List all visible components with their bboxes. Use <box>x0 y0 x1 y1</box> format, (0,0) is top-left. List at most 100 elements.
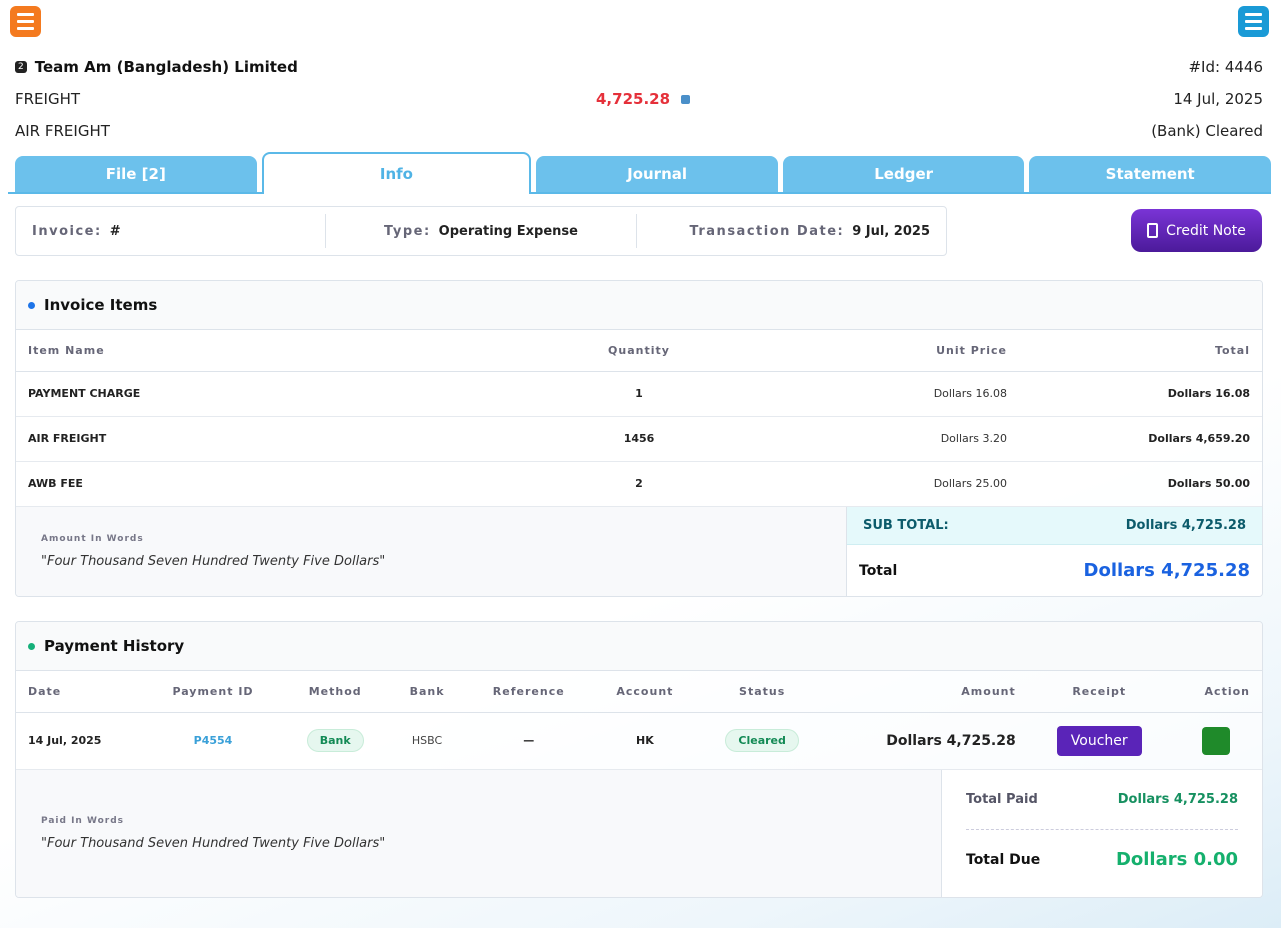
cell <box>1170 712 1262 770</box>
status-pill: Bank <box>306 729 364 752</box>
credit-note-button[interactable]: Credit Note <box>1131 209 1262 252</box>
cell: 1 <box>539 371 739 417</box>
invoice-card: Invoice Items Item Name Quantity Unit Pric… <box>15 280 1263 597</box>
column-header: Action <box>1170 671 1262 713</box>
label: Type: <box>384 223 431 239</box>
subtotal-row: SUB TOTAL: Dollars 4,725.28 <box>847 506 1262 545</box>
amount-text: 4,725.28 <box>596 90 671 108</box>
paid-row: Total Paid Dollars 4,725.28 <box>966 770 1238 830</box>
cell: Dollars 4,725.28 <box>826 712 1028 770</box>
value: Dollars 4,725.28 <box>1125 517 1246 533</box>
value: Operating Expense <box>438 223 578 239</box>
label: Total Due <box>966 851 1041 868</box>
label: Invoice: <box>32 223 102 239</box>
cell: HK <box>591 712 699 770</box>
tabs: File [2] Info Journal Ledger Statement <box>8 152 1271 194</box>
cell: HSBC <box>388 712 466 770</box>
paid-box: Total Paid Dollars 4,725.28 Total Due Doll… <box>941 769 1262 897</box>
title-text: Payment History <box>44 637 185 655</box>
dot <box>28 642 35 650</box>
date: 14 Jul, 2025 <box>1173 90 1263 108</box>
cell: Dollars 25.00 <box>739 461 1019 507</box>
cell: Dollars 3.20 <box>739 416 1019 462</box>
cell: — <box>465 712 592 770</box>
column-header: Bank <box>388 671 466 713</box>
cell: Bank <box>282 712 389 770</box>
words: Amount In Words "Four Thousand Seven Hund… <box>16 507 846 597</box>
dot <box>28 301 35 309</box>
cell: 2 <box>539 461 739 507</box>
tab[interactable]: Statement <box>1029 156 1271 192</box>
value: Dollars 0.00 <box>1115 849 1238 870</box>
items-body: PAYMENT CHARGE 1 Dollars 16.08 Dollars 16.0… <box>16 371 1262 507</box>
label: Transaction Date: <box>689 223 845 239</box>
edit-button[interactable] <box>1202 726 1231 755</box>
button-text: Credit Note <box>1166 222 1246 239</box>
voucher-button[interactable]: Voucher <box>1056 725 1142 756</box>
summary-item: Invoice: # <box>16 214 327 248</box>
menu-icon[interactable] <box>1238 6 1269 37</box>
label: Paid In Words <box>41 815 125 826</box>
cell: Cleared <box>698 712 827 770</box>
cell: Dollars 16.08 <box>1019 371 1262 417</box>
column-header: Total <box>1019 330 1262 372</box>
cell: AIR FREIGHT <box>16 416 539 462</box>
totals: Paid In Words "Four Thousand Seven Hundre… <box>16 769 1262 898</box>
status-pill: Cleared <box>725 729 799 752</box>
cell: Dollars 16.08 <box>739 371 1019 417</box>
item-row: AIR FREIGHT 1456 Dollars 3.20 Dollars 4,659… <box>16 416 1262 462</box>
summary-item: Type: Operating Expense <box>326 214 637 248</box>
total-row: Total Dollars 4,725.28 <box>847 545 1262 597</box>
payments-table: Date Payment ID Method Bank Reference Account… <box>16 671 1262 770</box>
column-header: Item Name <box>16 330 539 372</box>
totals: Amount In Words "Four Thousand Seven Hund… <box>16 506 1262 597</box>
amount: 4,725.28 <box>596 90 691 108</box>
cell: AWB FEE <box>16 461 539 507</box>
subcategory: AIR FREIGHT <box>15 122 110 140</box>
value: 9 Jul, 2025 <box>852 223 930 239</box>
items-table: Item Name Quantity Unit Price Total PAYMENT … <box>16 330 1262 507</box>
calc-icon[interactable] <box>681 95 691 104</box>
menu-icon[interactable] <box>10 6 41 37</box>
column-header: Status <box>698 671 827 713</box>
value: # <box>109 223 121 239</box>
value: Dollars 4,725.28 <box>1117 791 1238 807</box>
tab[interactable]: File [2] <box>15 156 257 192</box>
words: Paid In Words "Four Thousand Seven Hundre… <box>16 770 941 898</box>
tab[interactable]: Journal <box>536 156 778 192</box>
header-row: Date Payment ID Method Bank Reference Account… <box>16 671 1262 713</box>
words-text: "Four Thousand Seven Hundred Twenty Five… <box>41 835 386 851</box>
column-header: Amount <box>826 671 1028 713</box>
column-header: Receipt <box>1027 671 1171 713</box>
cell: Dollars 50.00 <box>1019 461 1262 507</box>
tab[interactable]: Info <box>261 152 532 194</box>
payment-card: Payment History Date Payment ID Method Bank… <box>15 621 1263 898</box>
cell: 14 Jul, 2025 <box>16 712 144 770</box>
cell: PAYMENT CHARGE <box>16 371 539 417</box>
column-header: Unit Price <box>739 330 1019 372</box>
company-row: 2 Team Am (Bangladesh) Limited <box>15 58 298 76</box>
doc-icon <box>1147 223 1159 238</box>
payments-body: 14 Jul, 2025 P4554 Bank HSBC — HK Cleared Dolla… <box>16 712 1262 770</box>
words-text: "Four Thousand Seven Hundred Twenty Five… <box>41 553 386 569</box>
cell: 1456 <box>539 416 739 462</box>
label: Amount In Words <box>41 533 144 544</box>
column-header: Payment ID <box>144 671 283 713</box>
tab[interactable]: Ledger <box>782 156 1025 192</box>
column-header: Quantity <box>539 330 739 372</box>
status: (Bank) Cleared <box>1151 122 1263 140</box>
label: SUB TOTAL: <box>863 517 949 533</box>
value: Dollars 4,725.28 <box>1083 560 1250 581</box>
record-id: #Id: 4446 <box>1188 58 1263 76</box>
cell: P4554 <box>144 712 283 770</box>
badge: 2 <box>15 61 27 73</box>
item-row: PAYMENT CHARGE 1 Dollars 16.08 Dollars 16.0… <box>16 371 1262 417</box>
card-title: Invoice Items <box>16 281 1262 330</box>
card-title: Payment History <box>16 622 1262 671</box>
payment-row: 14 Jul, 2025 P4554 Bank HSBC — HK Cleared Dolla… <box>16 712 1262 770</box>
item-row: AWB FEE 2 Dollars 25.00 Dollars 50.00 <box>16 461 1262 507</box>
total-box: SUB TOTAL: Dollars 4,725.28 Total Dollars … <box>846 506 1262 597</box>
category: FREIGHT <box>15 90 81 108</box>
column-header: Method <box>282 671 389 713</box>
